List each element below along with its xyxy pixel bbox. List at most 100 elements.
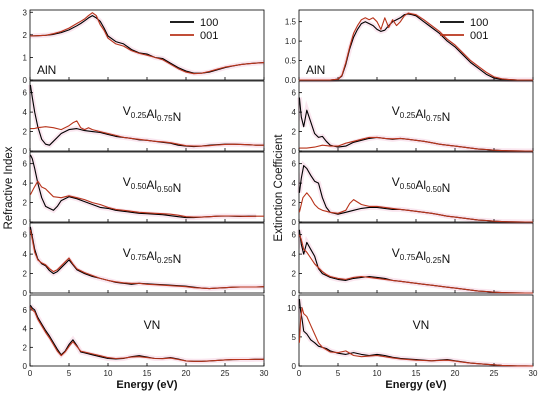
x-tick-label: 15 <box>412 369 421 378</box>
y-tick-label: 10 <box>287 304 296 313</box>
highlight-band <box>28 303 264 364</box>
y-tick-label: 0 <box>292 147 297 156</box>
x-tick-label: 30 <box>529 369 538 378</box>
y-tick-label: 2 <box>292 128 297 137</box>
legend-label-001: 001 <box>470 30 488 42</box>
legend-label-100: 100 <box>470 17 488 29</box>
x-tick-label: 15 <box>143 369 152 378</box>
y-tick-label: 0.0 <box>285 76 297 85</box>
series-line-001 <box>30 120 264 147</box>
series-line-001 <box>298 192 533 223</box>
panel-label: V0.25Al0.75N <box>123 104 182 124</box>
x-tick-label: 10 <box>104 369 113 378</box>
x-axis-label: Energy (eV) <box>116 379 177 391</box>
extinction-coefficient-chart: 0.0 0.5 1.0 1.5 AlN 0 2 4 6 V0.25Al0.75N 0 2 4 6 V0.50… <box>273 9 538 391</box>
y-tick-label: 2 <box>23 199 28 208</box>
panel-label: VN <box>144 318 161 332</box>
highlight-band <box>29 12 265 76</box>
series-line-001 <box>299 136 533 152</box>
panel-3: 0 2 4 6 V0.50Al0.50N <box>23 151 265 227</box>
y-tick-label: 4 <box>23 325 28 334</box>
series-line-100 <box>299 13 533 81</box>
x-tick-label: 20 <box>451 369 460 378</box>
y-tick-label: 2 <box>23 128 28 137</box>
panel-label: V0.25Al0.75N <box>392 104 451 124</box>
y-tick-label: 2 <box>23 343 28 352</box>
panel-frame <box>298 9 534 81</box>
refractive-index-chart: 0123AlN0246V0.25Al0.75N0246V0.50Al0.50N0… <box>3 8 269 391</box>
series-line-001 <box>299 12 533 81</box>
panel-1: 0.0 0.5 1.0 1.5 AlN <box>285 9 534 85</box>
y-tick-label: 0 <box>23 218 28 227</box>
panel-4: 0 2 4 6 V0.75Al0.25N <box>23 222 265 298</box>
y-tick-label: 6 <box>292 160 297 169</box>
y-tick-label: 0 <box>23 362 28 371</box>
y-tick-label: 4 <box>292 108 297 117</box>
y-tick-label: 6 <box>23 306 28 315</box>
y-tick-label: 4 <box>23 179 28 188</box>
series-line-100 <box>298 299 534 367</box>
y-tick-label: 6 <box>23 231 28 240</box>
panel-5: 0 5 10 VN <box>287 294 534 371</box>
highlight-band <box>296 97 533 154</box>
series-line-001 <box>29 306 264 362</box>
panel-frame <box>29 9 265 81</box>
x-tick-label: 20 <box>182 369 191 378</box>
x-tick-label: 0 <box>28 369 33 378</box>
y-tick-label: 4 <box>292 250 297 259</box>
x-tick-label: 5 <box>336 369 341 378</box>
y-tick-label: 1.5 <box>285 18 297 27</box>
panel-label: V0.75Al0.25N <box>392 246 451 266</box>
y-tick-label: 0 <box>23 76 28 85</box>
y-tick-label: 0 <box>23 147 28 156</box>
panel-label: V0.75Al0.25N <box>123 246 182 266</box>
panel-label: V0.50Al0.50N <box>392 175 451 195</box>
y-tick-label: 1.0 <box>285 37 297 46</box>
y-tick-label: 0.5 <box>285 57 297 66</box>
x-axis-label: Energy (eV) <box>385 379 446 391</box>
highlight-band <box>296 298 534 369</box>
x-tick-label: 25 <box>221 369 230 378</box>
panel-2: 0 2 4 6 V0.25Al0.75N <box>23 80 265 156</box>
x-tick-label: 25 <box>490 369 499 378</box>
y-tick-label: 5 <box>292 333 297 342</box>
panel-label: VN <box>413 318 430 332</box>
y-tick-label: 2 <box>23 270 28 279</box>
y-tick-label: 6 <box>23 89 28 98</box>
y-tick-label: 0 <box>292 289 297 298</box>
panel-3: 0 2 4 6 V0.50Al0.50N <box>292 151 534 227</box>
y-tick-label: 3 <box>23 8 28 17</box>
panel-5: 0 2 4 6 VN <box>23 294 265 371</box>
y-tick-label: 6 <box>292 231 297 240</box>
y-tick-label: 6 <box>292 89 297 98</box>
panel-label: AlN <box>37 63 56 77</box>
y-tick-label: 0 <box>292 218 297 227</box>
series-line-001 <box>298 234 533 294</box>
x-tick-label: 30 <box>260 369 269 378</box>
panel-label: AlN <box>306 63 325 77</box>
panel-4: 0 2 4 6 V0.75Al0.25N <box>292 222 534 298</box>
series-line-001 <box>298 307 534 367</box>
series-line-100 <box>298 97 533 152</box>
x-tick-label: 0 <box>297 369 302 378</box>
x-tick-label: 5 <box>67 369 72 378</box>
y-axis-label: Extinction Coefficient <box>273 134 285 242</box>
legend-label-100: 100 <box>200 17 218 29</box>
y-tick-label: 2 <box>23 31 28 40</box>
panel-label: V0.50Al0.50N <box>123 175 182 195</box>
y-tick-label: 1 <box>23 53 28 62</box>
y-axis-label: Refractive Index <box>3 146 15 229</box>
y-tick-label: 2 <box>292 199 297 208</box>
y-tick-label: 0 <box>23 289 28 298</box>
y-tick-label: 4 <box>23 250 28 259</box>
series-line-001 <box>29 229 265 290</box>
series-line-001 <box>29 12 265 75</box>
series-line-001 <box>29 180 264 218</box>
panel-2: 0 2 4 6 V0.25Al0.75N <box>292 80 534 156</box>
y-tick-label: 2 <box>292 270 297 279</box>
highlight-band <box>299 11 533 83</box>
y-tick-label: 6 <box>23 160 28 169</box>
